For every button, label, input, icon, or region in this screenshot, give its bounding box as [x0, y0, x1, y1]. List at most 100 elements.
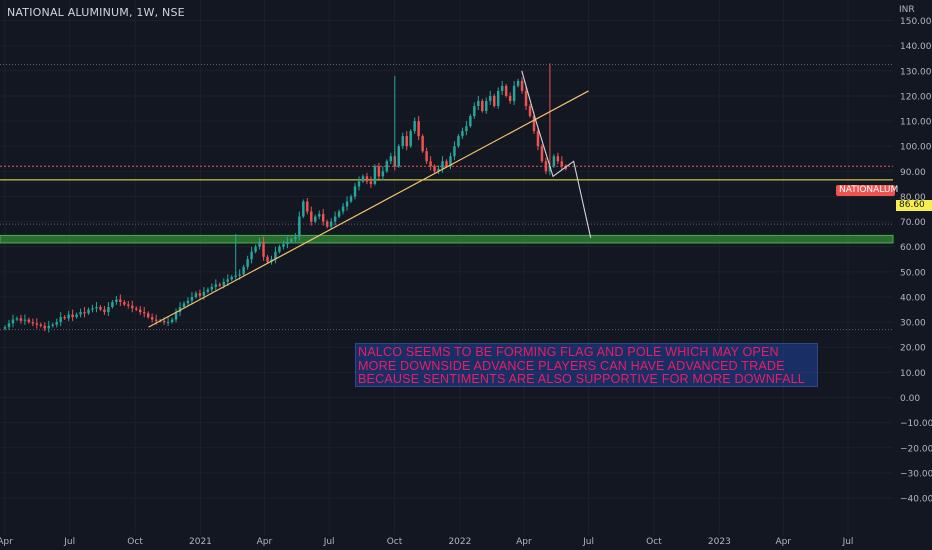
candle — [405, 131, 408, 151]
candle — [210, 283, 214, 293]
candle-body — [461, 131, 464, 137]
candle-body — [7, 323, 11, 328]
y-tick-label: 140.00 — [900, 42, 932, 52]
candle — [516, 78, 520, 88]
candle-body — [401, 136, 404, 147]
candle — [345, 196, 349, 211]
candle-body — [278, 246, 281, 252]
candle — [7, 319, 11, 330]
candle-body — [71, 314, 74, 318]
x-tick-label: 2022 — [448, 537, 471, 547]
candle-body — [127, 304, 130, 306]
candle — [437, 165, 440, 175]
candle-body — [63, 317, 66, 319]
candle-body — [79, 312, 82, 315]
candle — [290, 237, 293, 244]
candle — [413, 117, 416, 134]
candle — [115, 295, 118, 305]
candle — [381, 166, 385, 181]
candle-body — [274, 251, 277, 260]
candle-body — [441, 161, 444, 169]
y-tick-label: 50.00 — [900, 268, 926, 278]
candle — [254, 244, 257, 254]
candle-body — [361, 176, 365, 182]
trendline — [148, 90, 589, 328]
candle-body — [552, 156, 556, 167]
candle — [43, 322, 47, 332]
candle-body — [286, 241, 289, 245]
candle — [135, 306, 138, 312]
candle — [357, 176, 361, 191]
support-zone — [0, 234, 894, 244]
candle — [19, 314, 23, 324]
y-tick-label: 70.00 — [900, 218, 926, 228]
candle — [329, 218, 333, 230]
y-tick-label: 0.00 — [900, 394, 920, 404]
candle-body — [27, 319, 31, 323]
candle-body — [373, 166, 377, 184]
candle — [365, 172, 369, 185]
x-tick-label: Oct — [646, 537, 662, 547]
candle-body — [39, 324, 43, 326]
candle — [485, 97, 488, 114]
candle-body — [449, 156, 452, 167]
candle-body — [166, 322, 170, 324]
horizontal-levels — [0, 64, 893, 331]
candle — [63, 315, 66, 320]
candle-body — [226, 279, 229, 282]
projection-path — [521, 70, 592, 239]
candle — [107, 302, 110, 317]
candle — [512, 80, 516, 105]
candle-body — [111, 302, 114, 308]
candles — [3, 63, 568, 333]
candle — [127, 301, 130, 309]
candle-body — [425, 151, 428, 162]
candle — [11, 314, 15, 328]
candle — [206, 287, 210, 294]
candle — [389, 152, 393, 165]
candle-body — [492, 95, 496, 106]
candle-body — [409, 131, 412, 147]
x-tick-label: Jul — [582, 537, 594, 547]
candle-body — [15, 318, 19, 320]
candle — [314, 214, 317, 224]
candle — [27, 317, 31, 324]
y-tick-label: 60.00 — [900, 243, 926, 253]
candle-body — [47, 325, 50, 329]
candle — [504, 83, 508, 98]
candle-body — [453, 146, 456, 157]
candle — [433, 164, 436, 173]
candle-body — [421, 136, 424, 152]
candle-body — [512, 85, 516, 101]
candle-body — [345, 201, 349, 207]
candle-body — [337, 211, 341, 217]
candle-body — [504, 85, 508, 96]
candle-body — [214, 284, 218, 287]
candle-body — [210, 286, 214, 290]
candle-body — [496, 90, 500, 106]
candle-body — [294, 236, 297, 240]
symbol-title[interactable]: NATIONAL ALUMINUM, 1W, NSE — [7, 6, 185, 19]
y-tick-label: 110.00 — [900, 118, 932, 128]
annotation-text-box[interactable]: NALCO SEEMS TO BE FORMING FLAG AND POLE … — [355, 343, 818, 387]
candle — [79, 308, 82, 318]
candle — [138, 306, 142, 315]
candle — [282, 240, 285, 250]
candle-body — [174, 312, 178, 320]
candle-body — [481, 100, 484, 112]
candle-body — [266, 256, 269, 262]
candle — [477, 95, 480, 111]
candle-body — [242, 266, 245, 275]
candle-body — [95, 307, 98, 309]
candle — [150, 313, 154, 323]
candle-body — [282, 244, 285, 247]
candle — [35, 318, 39, 329]
candle — [461, 127, 464, 139]
grid — [0, 0, 893, 535]
candle-body — [556, 156, 560, 162]
candle — [540, 144, 544, 163]
x-tick-label: Oct — [387, 537, 403, 547]
